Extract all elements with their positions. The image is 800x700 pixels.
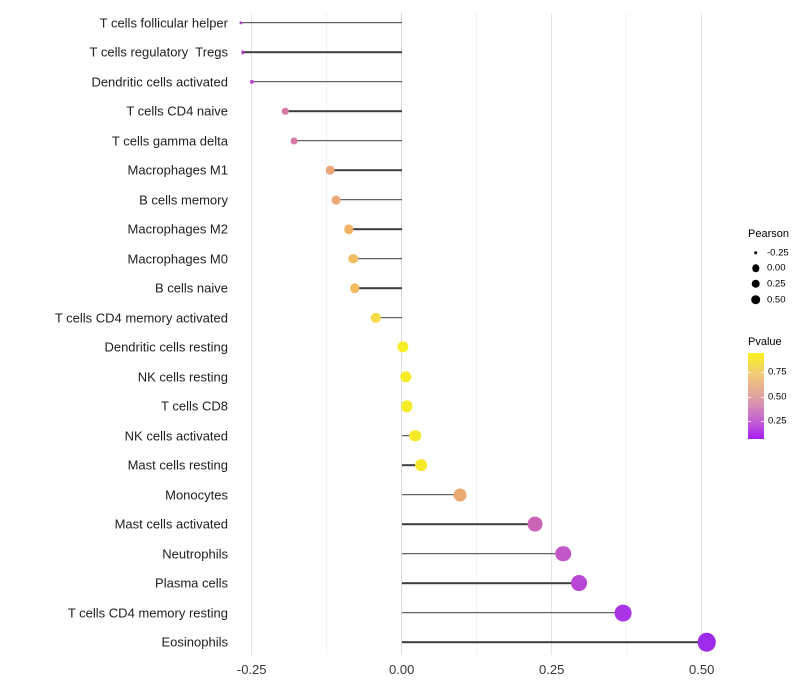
color-legend-tick — [761, 396, 764, 398]
lollipop-stem — [401, 641, 707, 643]
lollipop-dot — [350, 283, 360, 293]
lollipop-dot — [348, 253, 358, 264]
y-axis-label: Macrophages M0 — [127, 251, 228, 267]
lollipop-dot — [614, 604, 632, 622]
lollipop-dot — [239, 21, 243, 25]
lollipop-stem — [354, 287, 402, 289]
x-axis-tick-label: -0.25 — [236, 662, 267, 677]
y-axis-label: T cells CD8 — [161, 398, 228, 414]
lollipop-stem — [251, 80, 402, 83]
color-legend-tick-label: 0.75 — [768, 366, 787, 378]
y-axis-label: Neutrophils — [162, 546, 228, 562]
lollipop-stem — [401, 464, 421, 466]
size-legend-dot — [753, 250, 758, 255]
y-axis-label: T cells CD4 naive — [126, 103, 228, 119]
lollipop-stem — [401, 611, 624, 614]
gridline-minor — [626, 13, 628, 655]
lollipop-dot — [555, 545, 571, 562]
lollipop-dot — [409, 429, 421, 442]
lollipop-dot — [571, 575, 588, 592]
lollipop-stem — [330, 169, 402, 171]
color-legend-tick — [748, 371, 751, 373]
color-legend-tick — [748, 421, 751, 423]
y-axis-label: Macrophages M2 — [127, 221, 228, 237]
y-axis-label: NK cells activated — [124, 428, 228, 444]
y-axis-label: Dendritic cells activated — [91, 74, 228, 90]
lollipop-stem — [401, 552, 564, 555]
gridline-major — [551, 13, 553, 655]
lollipop-dot — [697, 632, 716, 652]
y-axis-label: Monocytes — [165, 487, 228, 503]
gridline-minor — [476, 13, 478, 655]
lollipop-stem — [285, 110, 402, 112]
lollipop-stem — [348, 228, 402, 230]
lollipop-stem — [401, 523, 535, 525]
color-legend-gradient-bar — [748, 352, 764, 439]
lollipop-stem — [242, 51, 402, 53]
lollipop-dot — [400, 400, 413, 412]
lollipop-dot — [453, 488, 467, 502]
y-axis-label: T cells gamma delta — [111, 133, 228, 149]
color-legend-tick-label: 0.50 — [768, 390, 787, 402]
x-axis-tick-label: 0.25 — [539, 662, 565, 677]
lollipop-dot — [325, 165, 335, 175]
lollipop-dot — [527, 516, 543, 532]
y-axis-label: B cells naive — [155, 280, 228, 296]
lollipop-dot — [400, 371, 412, 383]
lollipop-dot — [414, 459, 427, 472]
color-legend-tick — [748, 396, 751, 398]
color-legend-title: Pvalue — [748, 336, 782, 348]
lollipop-dot — [331, 195, 341, 205]
size-legend-dot — [751, 264, 760, 272]
y-axis-label: T cells CD4 memory activated — [54, 310, 228, 326]
y-axis-label: T cells CD4 memory resting — [67, 605, 228, 621]
size-legend-dot — [751, 279, 760, 289]
color-legend-tick — [761, 421, 764, 423]
lollipop-stem — [401, 434, 415, 437]
y-axis-label: B cells memory — [139, 192, 228, 208]
lollipop-stem — [353, 257, 402, 260]
lollipop-dot — [282, 107, 289, 115]
lollipop-stem — [335, 198, 402, 201]
size-legend-title: Pearson — [748, 228, 789, 240]
size-legend-label: -0.25 — [767, 246, 789, 258]
lollipop-dot — [344, 224, 354, 234]
color-legend-tick-label: 0.25 — [768, 415, 787, 427]
lollipop-dot — [241, 50, 245, 54]
y-axis-label: T cells follicular helper — [99, 15, 228, 31]
color-legend-tick — [761, 371, 764, 373]
y-axis-label: Macrophages M1 — [127, 162, 228, 178]
lollipop-stem — [401, 493, 460, 496]
size-legend-label: 0.50 — [767, 293, 786, 305]
lollipop-stem — [294, 139, 402, 142]
x-axis-tick-label: 0.00 — [389, 662, 415, 677]
y-axis-label: Dendritic cells resting — [104, 339, 228, 355]
y-axis-label: Eosinophils — [161, 634, 229, 650]
lollipop-dot — [249, 79, 254, 84]
lollipop-dot — [370, 312, 382, 323]
gridline-major — [251, 13, 253, 655]
gridline-major — [400, 13, 403, 655]
lollipop-stem — [401, 582, 580, 584]
lollipop-stem — [375, 316, 402, 319]
gridline-major — [701, 13, 703, 655]
size-legend-dot — [750, 294, 761, 305]
size-legend-label: 0.25 — [767, 278, 786, 290]
y-axis-label: Plasma cells — [155, 575, 228, 591]
lollipop-stem — [240, 21, 402, 24]
x-axis-tick-label: 0.50 — [689, 662, 715, 677]
y-axis-label: Mast cells activated — [114, 516, 228, 532]
y-axis-label: NK cells resting — [137, 369, 228, 385]
lollipop-dot — [397, 341, 409, 353]
lollipop-dot — [290, 137, 298, 145]
y-axis-label: T cells regulatory Tregs — [89, 44, 228, 60]
y-axis-label: Mast cells resting — [127, 457, 228, 473]
gridline-minor — [326, 13, 328, 655]
size-legend-label: 0.00 — [767, 262, 786, 274]
